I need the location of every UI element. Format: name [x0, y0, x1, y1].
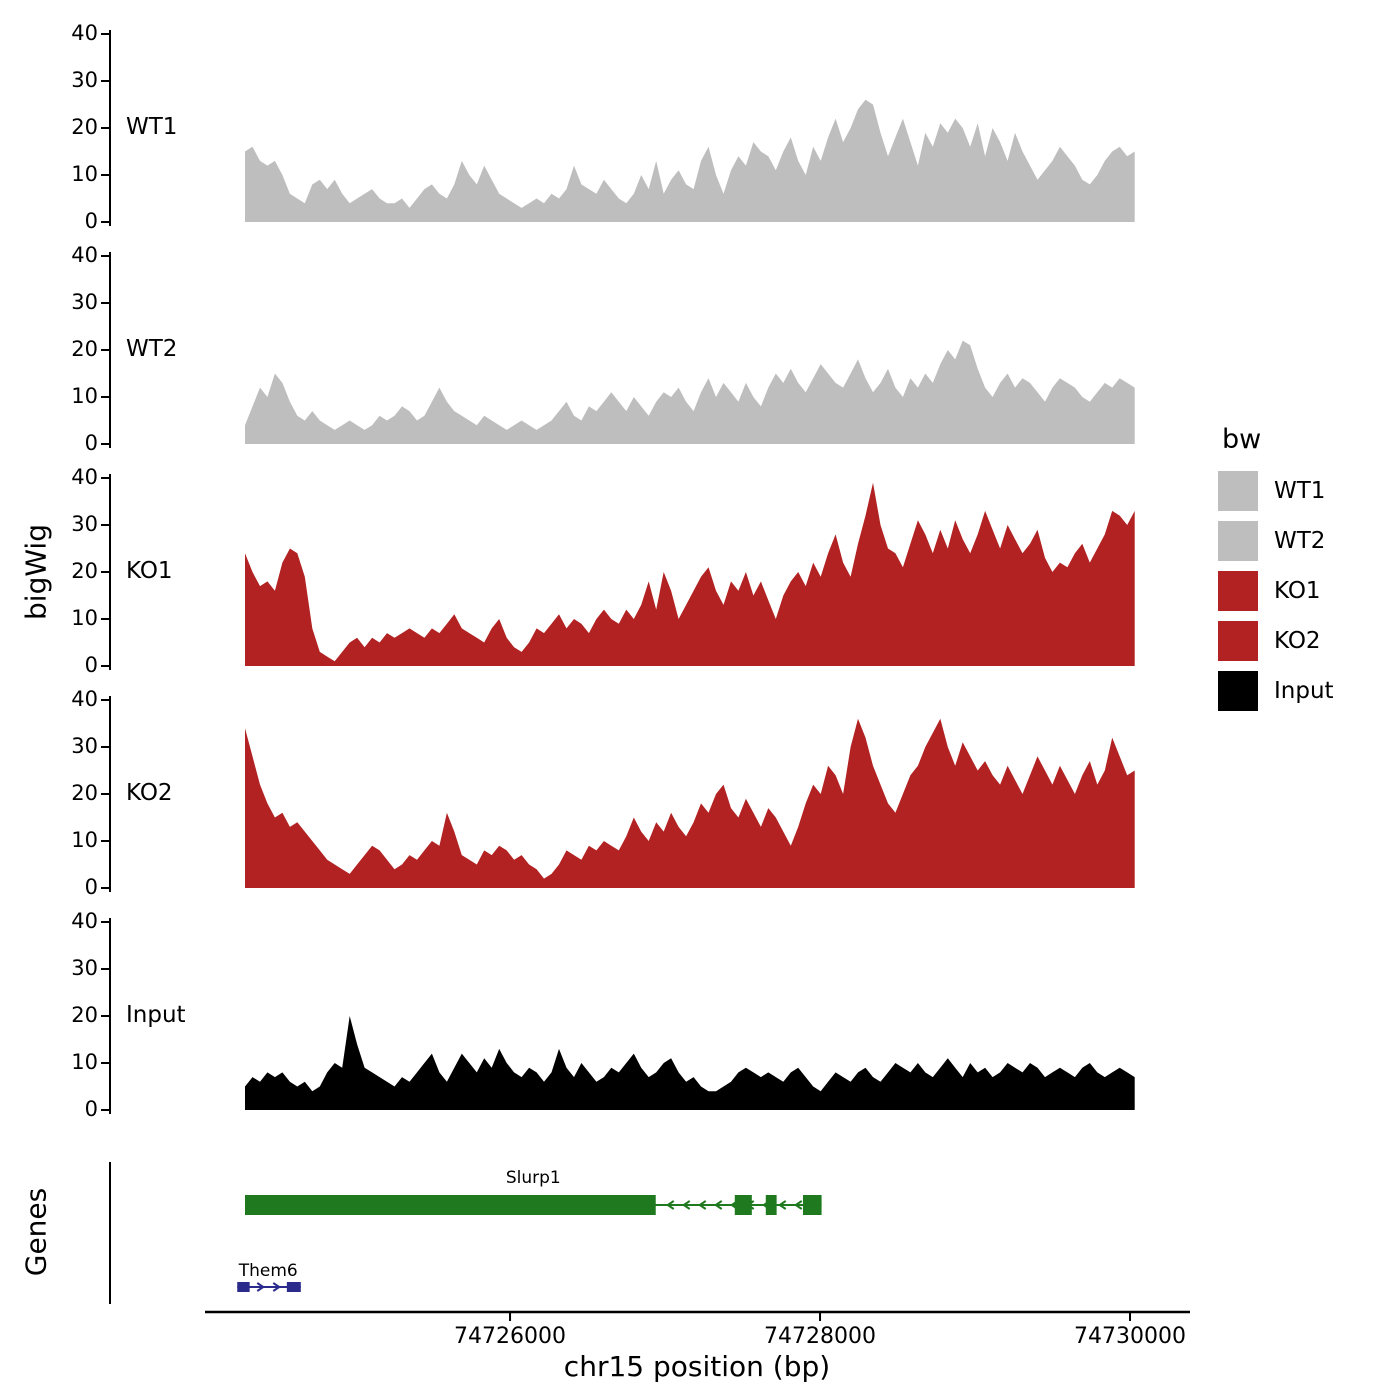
legend-title: bw	[1222, 424, 1262, 455]
legend-swatch-KO2	[1218, 621, 1258, 661]
y-tick-label: 10	[71, 162, 98, 186]
legend-label-WT1: WT1	[1274, 478, 1326, 504]
legend-label-KO2: KO2	[1274, 628, 1321, 654]
genes-axis-title: Genes	[19, 1187, 53, 1277]
strand-arrow-Slurp1	[665, 1200, 675, 1210]
coverage-area-Input	[245, 1016, 1135, 1110]
legend-entry-WT1: WT1	[1218, 471, 1334, 511]
y-tick-label: 20	[71, 1003, 98, 1027]
strand-arrow-Slurp1	[681, 1200, 691, 1210]
y-tick-label: 0	[84, 653, 98, 677]
y-tick-label: 30	[71, 956, 98, 980]
coverage-area-WT2	[245, 340, 1135, 444]
legend: bw WT1 WT2 KO1 KO2 Input	[1218, 424, 1334, 721]
gene-exon-Slurp1	[765, 1195, 777, 1215]
legend-label-Input: Input	[1274, 678, 1334, 704]
strand-arrow-Slurp1	[697, 1200, 707, 1210]
y-tick-label: 20	[71, 115, 98, 139]
x-tick-label: 74726000	[454, 1324, 567, 1349]
gene-exon-Them6	[286, 1282, 301, 1292]
y-tick-label: 0	[84, 431, 98, 455]
legend-label-WT2: WT2	[1274, 528, 1326, 554]
gene-label-Them6: Them6	[238, 1261, 298, 1281]
track-label-WT1: WT1	[126, 114, 178, 140]
legend-entry-KO2: KO2	[1218, 621, 1334, 661]
bigwig-axis-title: bigWig	[19, 524, 53, 620]
strand-arrow-Slurp1	[777, 1200, 787, 1210]
gene-thick-box-Slurp1	[245, 1195, 656, 1215]
track-label-KO1: KO1	[126, 558, 173, 584]
strand-arrow-Them6	[272, 1282, 282, 1292]
y-tick-label: 40	[71, 909, 98, 933]
gene-exon-Slurp1	[734, 1195, 752, 1215]
legend-label-KO1: KO1	[1274, 578, 1321, 604]
coverage-area-WT1	[245, 99, 1135, 222]
y-tick-label: 30	[71, 512, 98, 536]
y-tick-label: 0	[84, 1097, 98, 1121]
y-tick-label: 10	[71, 606, 98, 630]
y-tick-label: 30	[71, 68, 98, 92]
legend-entry-WT2: WT2	[1218, 521, 1334, 561]
coverage-area-KO2	[245, 718, 1135, 888]
strand-arrow-Them6	[256, 1282, 266, 1292]
track-label-KO2: KO2	[126, 780, 173, 806]
legend-entries: WT1 WT2 KO1 KO2 Input	[1218, 471, 1334, 711]
track-label-WT2: WT2	[126, 336, 178, 362]
y-tick-label: 10	[71, 828, 98, 852]
legend-swatch-KO1	[1218, 571, 1258, 611]
x-tick-label: 74730000	[1074, 1324, 1186, 1349]
legend-swatch-Input	[1218, 671, 1258, 711]
y-tick-label: 0	[84, 875, 98, 899]
track-label-Input: Input	[126, 1002, 186, 1028]
y-tick-label: 20	[71, 559, 98, 583]
y-tick-label: 40	[71, 21, 98, 45]
strand-arrow-Slurp1	[793, 1200, 803, 1210]
legend-entry-Input: Input	[1218, 671, 1334, 711]
y-tick-label: 30	[71, 290, 98, 314]
gene-thick-box-Them6	[237, 1282, 250, 1292]
gene-label-Slurp1: Slurp1	[505, 1168, 561, 1188]
legend-swatch-WT1	[1218, 471, 1258, 511]
y-tick-label: 40	[71, 243, 98, 267]
x-axis-title: chr15 position (bp)	[563, 1350, 831, 1383]
y-tick-label: 40	[71, 465, 98, 489]
y-tick-label: 20	[71, 781, 98, 805]
y-tick-label: 10	[71, 384, 98, 408]
coverage-area-KO1	[245, 482, 1135, 666]
strand-arrow-Slurp1	[713, 1200, 723, 1210]
legend-entry-KO1: KO1	[1218, 571, 1334, 611]
y-tick-label: 10	[71, 1050, 98, 1074]
y-tick-label: 0	[84, 209, 98, 233]
gene-exon-Slurp1	[802, 1195, 822, 1215]
x-tick-label: 74728000	[764, 1324, 876, 1349]
y-tick-label: 40	[71, 687, 98, 711]
legend-swatch-WT2	[1218, 521, 1258, 561]
y-tick-label: 20	[71, 337, 98, 361]
y-tick-label: 30	[71, 734, 98, 758]
